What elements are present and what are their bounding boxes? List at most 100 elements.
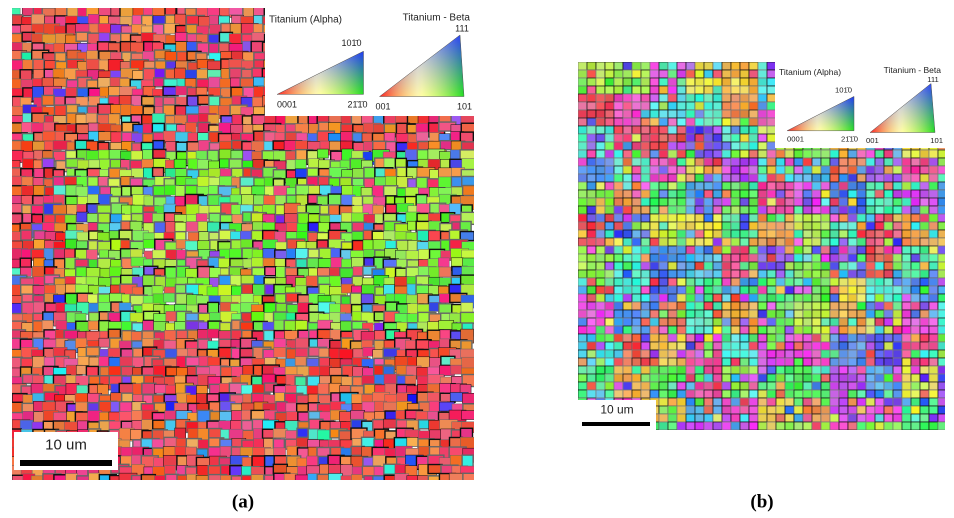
grain [694, 405, 705, 415]
grain [883, 157, 894, 167]
grain [928, 197, 939, 207]
grain [820, 173, 831, 183]
grain [937, 285, 945, 295]
grain [775, 221, 786, 231]
grain [712, 357, 723, 367]
grain [578, 269, 588, 279]
grain [739, 77, 750, 87]
grain [721, 189, 732, 199]
grain [721, 349, 732, 359]
grain [676, 245, 687, 255]
grain [207, 114, 220, 124]
grain [317, 148, 329, 159]
grain [595, 373, 606, 383]
grain [928, 405, 939, 415]
grain [928, 373, 939, 383]
grain [928, 349, 939, 359]
grain [883, 301, 894, 311]
grain [757, 101, 768, 111]
grain [766, 77, 777, 87]
grain [919, 397, 930, 407]
grain [613, 85, 624, 95]
grain [685, 173, 696, 183]
grain [586, 69, 597, 79]
grain [739, 349, 750, 359]
grain [667, 213, 678, 223]
grain [631, 93, 642, 103]
grain [631, 365, 642, 375]
grain [883, 397, 894, 407]
grain [649, 245, 660, 255]
grain [658, 173, 669, 183]
grain [775, 157, 786, 167]
grain [712, 205, 723, 215]
grain [766, 149, 777, 159]
grain [865, 381, 876, 391]
beta-top: 111 [927, 75, 939, 84]
grain [739, 237, 750, 247]
grain [838, 365, 849, 375]
grain [811, 173, 822, 183]
grain [811, 373, 822, 383]
grain [395, 249, 407, 260]
grain [784, 245, 795, 255]
grain [901, 261, 912, 271]
grain [586, 229, 597, 239]
grain [757, 253, 768, 263]
grain [865, 253, 876, 263]
grain [865, 157, 876, 167]
grain [847, 261, 858, 271]
grain [757, 405, 768, 415]
grain [108, 474, 126, 480]
grain [416, 131, 429, 142]
grain [784, 365, 795, 375]
grain [739, 341, 750, 351]
grain [856, 341, 867, 351]
grain [649, 277, 660, 287]
grain [685, 165, 696, 175]
grain [622, 389, 633, 399]
grain [622, 285, 633, 295]
grain [766, 237, 777, 247]
grain [640, 389, 651, 399]
grain [604, 141, 615, 151]
grain [829, 157, 840, 167]
grain [613, 317, 624, 327]
grain [667, 62, 678, 71]
grain [901, 325, 912, 335]
grain [694, 189, 705, 199]
grain [856, 165, 867, 175]
grain [811, 413, 822, 423]
grain [919, 277, 930, 287]
grain [667, 189, 678, 199]
grain [586, 157, 597, 167]
grain [721, 173, 732, 183]
grain [427, 463, 443, 475]
grain [712, 405, 723, 415]
grain [919, 333, 930, 343]
grain [793, 197, 804, 207]
grain [703, 381, 714, 391]
grain [856, 173, 867, 183]
grain [41, 33, 57, 44]
grain [604, 365, 615, 375]
grain [649, 173, 660, 183]
grain [775, 341, 786, 351]
grain [874, 229, 885, 239]
grain [685, 333, 696, 343]
grain [295, 168, 308, 179]
grain [676, 285, 687, 295]
grain [937, 221, 945, 231]
grain [703, 77, 714, 87]
grain [910, 253, 921, 263]
grain [937, 317, 945, 327]
grain [406, 475, 421, 480]
grain [586, 341, 597, 351]
grain [793, 277, 804, 287]
grain [676, 405, 687, 415]
grain [703, 197, 714, 207]
grain [658, 325, 669, 335]
grain [937, 277, 945, 287]
grain [703, 149, 714, 159]
grain [604, 205, 615, 215]
